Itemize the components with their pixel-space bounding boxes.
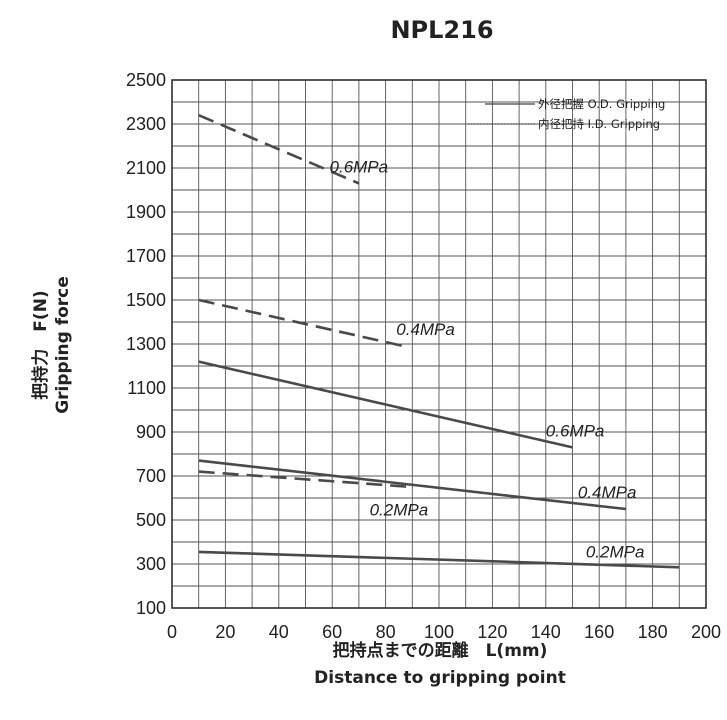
series-line xyxy=(198,459,627,511)
y-tick-label: 1100 xyxy=(127,378,166,398)
y-tick-label: 2500 xyxy=(126,70,166,90)
x-tick-label: 80 xyxy=(376,622,396,642)
legend-label-od: 外径把握 O.D. Gripping xyxy=(538,97,665,111)
x-axis-label-jp: 把持点までの距離 L(mm) xyxy=(333,640,548,661)
y-tick-label: 1700 xyxy=(126,246,166,266)
axes xyxy=(171,79,707,609)
x-tick-labels: 0 20 40 60 80 100 120 140 160 180 200 xyxy=(167,622,721,642)
y-tick-label: 500 xyxy=(136,510,166,530)
y-tick-label: 300 xyxy=(136,554,166,574)
x-tick-label: 60 xyxy=(322,622,342,642)
x-tick-label: 200 xyxy=(691,622,721,642)
series-label: 0.4MPa xyxy=(396,320,455,339)
series-label: 0.4MPa xyxy=(578,483,637,502)
y-tick-label: 1500 xyxy=(126,290,166,310)
y-tick-label: 2100 xyxy=(126,158,166,178)
x-tick-label: 140 xyxy=(531,622,561,642)
y-tick-label: 1300 xyxy=(126,334,166,354)
y-tick-label: 700 xyxy=(136,466,166,486)
x-tick-label: 0 xyxy=(167,622,177,642)
y-axis-label-jp: 把持力 F(N) xyxy=(30,290,51,399)
x-axis-label-en: Distance to gripping point xyxy=(314,668,566,688)
series-label: 0.6MPa xyxy=(546,421,605,440)
series-line xyxy=(198,114,360,185)
x-tick-label: 120 xyxy=(477,622,507,642)
series-line xyxy=(198,470,413,489)
series-line xyxy=(198,550,680,569)
x-tick-label: 160 xyxy=(584,622,614,642)
series-line xyxy=(198,360,573,449)
series-label: 0.2MPa xyxy=(586,542,645,561)
x-tick-label: 100 xyxy=(424,622,454,642)
y-tick-label: 1900 xyxy=(126,202,166,222)
y-axis-label-en: Gripping force xyxy=(53,276,73,414)
x-tick-label: 20 xyxy=(215,622,235,642)
series-line xyxy=(198,298,405,348)
y-tick-labels: 100 300 500 700 900 1100 1300 1500 1700 1900 2100 2… xyxy=(126,70,166,618)
y-tick-label: 100 xyxy=(136,598,166,618)
legend: 外径把握 O.D. Gripping 内径把持 I.D. Gripping xyxy=(468,97,665,131)
y-tick-label: 2300 xyxy=(126,114,166,134)
grid xyxy=(171,79,707,609)
x-tick-label: 180 xyxy=(638,622,668,642)
series-label: 0.6MPa xyxy=(330,157,389,176)
x-tick-label: 40 xyxy=(269,622,289,642)
series-label: 0.2MPa xyxy=(370,501,429,520)
legend-label-id: 内径把持 I.D. Gripping xyxy=(538,117,660,131)
series-lines xyxy=(198,114,680,569)
y-tick-label: 900 xyxy=(136,422,166,442)
chart-title: NPL216 xyxy=(390,16,493,44)
plot-frame xyxy=(171,79,707,609)
series-labels: 0.6MPa 0.4MPa 0.2MPa 0.6MPa 0.4MPa 0.2MPa xyxy=(330,157,645,561)
